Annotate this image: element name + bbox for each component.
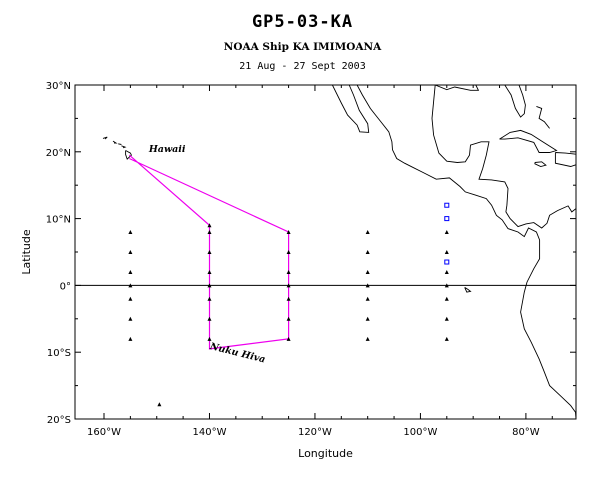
x-axis-ticks: 160°W 140°W 120°W 100°W 80°W <box>87 85 553 438</box>
buoy-marker <box>207 223 212 228</box>
y-tick-label: 20°S <box>47 415 71 426</box>
buoy-marker <box>207 296 212 301</box>
adcp-mooring-marker <box>444 259 450 265</box>
x-tick-label: 100°W <box>403 427 437 438</box>
buoy-marker <box>444 296 449 301</box>
x-tick-label: 160°W <box>87 427 121 438</box>
coastline-gulf-north <box>435 85 480 91</box>
coastline-hawaii-4 <box>121 145 127 149</box>
coastline-florida <box>504 85 526 118</box>
buoy-marker <box>286 316 291 321</box>
buoy-marker <box>286 229 291 234</box>
buoy-marker <box>365 229 370 234</box>
coastline-hawaii-1 <box>102 136 108 140</box>
buoy-marker <box>444 270 449 275</box>
y-tick-label: 10°S <box>47 348 71 359</box>
place-label-nuku-hiva: Nuku Hiva <box>208 341 267 366</box>
buoy-marker <box>365 316 370 321</box>
coastline-cuba <box>499 129 558 153</box>
ship-name-subtitle: NOAA Ship KA IMIMOANA <box>223 41 382 53</box>
buoy-marker <box>444 250 449 254</box>
coastline-bahamas <box>536 105 550 129</box>
buoy-marker <box>128 336 133 341</box>
ship-track-layer <box>128 154 290 350</box>
y-tick-label: 30°N <box>46 81 71 92</box>
coastline-puerto-rico <box>593 163 601 166</box>
coastline-layer <box>102 85 601 419</box>
buoy-marker <box>286 296 291 301</box>
buoy-marker <box>128 296 133 301</box>
buoy-marker <box>128 316 133 321</box>
y-tick-label: 0° <box>60 281 71 292</box>
buoy-marker <box>128 250 133 254</box>
buoy-marker <box>207 283 212 288</box>
x-tick-label: 140°W <box>192 427 226 438</box>
cruise-dates: 21 Aug - 27 Sept 2003 <box>239 61 366 72</box>
coastline-jamaica <box>534 161 547 167</box>
x-axis-label: Longitude <box>298 447 353 460</box>
buoy-marker <box>286 270 291 275</box>
buoy-marker <box>444 316 449 321</box>
buoy-marker <box>207 250 212 254</box>
coastline-mexico <box>356 85 576 419</box>
y-axis-ticks: 30°N 20°N 10°N 0° 10°S 20°S <box>46 81 576 426</box>
y-tick-label: 10°N <box>46 215 71 226</box>
buoy-marker <box>365 283 370 288</box>
buoy-marker <box>207 229 212 234</box>
buoy-marker <box>286 283 291 288</box>
buoy-marker <box>128 270 133 275</box>
adcp-mooring-marker <box>444 216 450 222</box>
ship-track-line <box>128 154 290 350</box>
buoy-marker <box>444 283 449 288</box>
place-label-hawaii: Hawaii <box>148 144 186 155</box>
buoy-marker <box>365 270 370 275</box>
buoy-marker <box>207 336 212 341</box>
buoy-marker <box>444 229 449 234</box>
coastline-gulf-coast <box>431 85 576 229</box>
coastline-north-america <box>331 85 370 133</box>
buoy-marker <box>365 250 370 254</box>
buoy-marker <box>286 336 291 341</box>
plot-frame <box>74 84 577 420</box>
buoy-marker <box>365 336 370 341</box>
x-tick-label: 120°W <box>298 427 332 438</box>
buoy-marker <box>128 283 133 288</box>
chart-title: GP5-03-KA <box>251 12 354 32</box>
tao-buoy-layer <box>128 223 449 407</box>
coastline-hawaii-2 <box>112 140 118 144</box>
adcp-mooring-layer <box>444 202 450 265</box>
coastline-hawaii-5 <box>125 150 132 160</box>
buoy-marker <box>444 336 449 341</box>
coastline-hawaii-3 <box>118 143 122 145</box>
buoy-marker <box>207 316 212 321</box>
buoy-marker <box>286 250 291 254</box>
buoy-marker <box>207 270 212 275</box>
x-tick-label: 80°W <box>512 427 540 438</box>
y-tick-label: 20°N <box>46 148 71 159</box>
buoy-marker <box>157 402 162 407</box>
buoy-marker <box>365 296 370 301</box>
place-labels: Hawaii Nuku Hiva <box>148 144 267 366</box>
buoy-marker <box>128 229 133 234</box>
adcp-mooring-marker <box>444 202 450 208</box>
coastline-galapagos <box>464 287 472 293</box>
coastline-hispaniola <box>554 152 576 167</box>
y-axis-label: Latitude <box>20 229 33 275</box>
